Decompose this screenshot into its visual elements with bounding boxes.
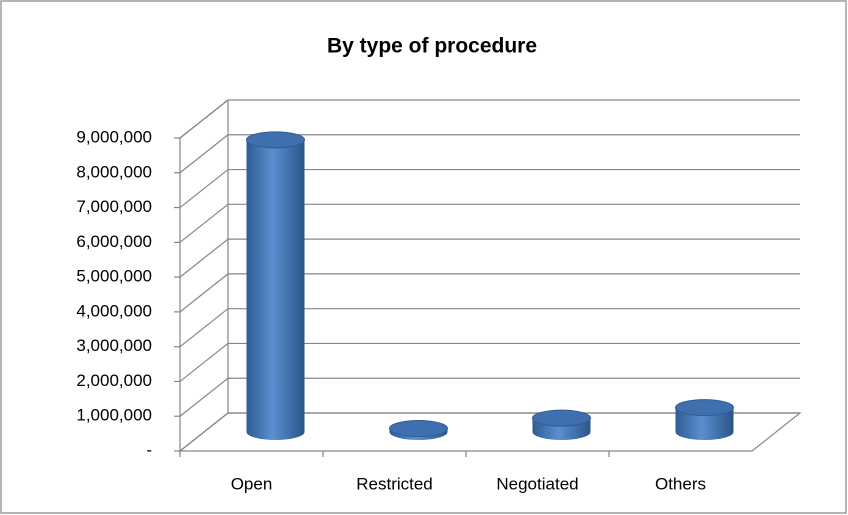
cylinder-top bbox=[532, 409, 591, 427]
grid-line bbox=[179, 238, 800, 278]
grid-line bbox=[179, 412, 800, 452]
y-tick-label: 5,000,000 bbox=[76, 267, 152, 286]
x-tick-label: Open bbox=[231, 474, 273, 493]
cylinder-body bbox=[675, 407, 734, 440]
y-tick-label: 8,000,000 bbox=[76, 162, 152, 181]
cylinder-top bbox=[389, 420, 448, 438]
y-tick-label: 1,000,000 bbox=[76, 406, 152, 425]
y-tick-label: 4,000,000 bbox=[76, 301, 152, 320]
grid-line bbox=[179, 99, 800, 139]
grid-line bbox=[179, 308, 800, 348]
y-tick-label: 2,000,000 bbox=[76, 371, 152, 390]
x-tick-label: Others bbox=[655, 474, 706, 493]
chart-title: By type of procedure bbox=[327, 35, 537, 58]
cylinder-top bbox=[246, 131, 305, 149]
x-tick-label: Restricted bbox=[356, 474, 433, 493]
cylinder-body bbox=[246, 139, 305, 440]
grid-line bbox=[179, 273, 800, 313]
y-tick-label: 3,000,000 bbox=[76, 336, 152, 355]
y-tick-label: - bbox=[146, 440, 152, 459]
grid-line bbox=[179, 134, 800, 174]
x-tick-label: Negotiated bbox=[496, 474, 578, 493]
y-tick-label: 7,000,000 bbox=[76, 197, 152, 216]
cylinder-top bbox=[675, 399, 734, 417]
grid-line bbox=[179, 342, 800, 382]
grid-line bbox=[179, 203, 800, 243]
grid-line bbox=[179, 168, 800, 209]
y-tick-label: 9,000,000 bbox=[76, 127, 152, 146]
grid-line bbox=[179, 377, 800, 417]
y-tick-label: 6,000,000 bbox=[76, 232, 152, 251]
